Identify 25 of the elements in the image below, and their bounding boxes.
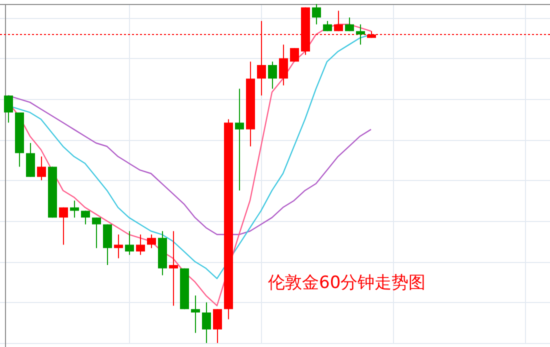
candlestick	[345, 17, 354, 32]
candlestick	[103, 224, 112, 266]
candlestick	[356, 24, 365, 46]
candlestick	[268, 61, 277, 90]
candlestick	[37, 156, 46, 181]
candlestick	[81, 210, 90, 225]
candlestick	[70, 200, 79, 218]
candlestick	[147, 234, 156, 249]
candlestick	[92, 217, 101, 249]
candlestick	[279, 44, 288, 86]
candlestick	[290, 48, 299, 62]
candlestick	[213, 308, 222, 344]
candlestick	[125, 230, 134, 256]
candlestick	[59, 206, 68, 246]
candlestick	[334, 10, 343, 32]
candlestick	[136, 234, 145, 256]
candlestick	[26, 142, 35, 178]
candlestick	[235, 88, 244, 191]
candlestick	[202, 302, 211, 344]
candlestick	[169, 230, 178, 306]
candlestick	[4, 95, 13, 124]
candlestick	[191, 295, 200, 334]
candlestick	[114, 234, 123, 259]
text: 伦敦金60分钟走势图	[268, 272, 426, 294]
candlestick	[312, 4, 321, 25]
